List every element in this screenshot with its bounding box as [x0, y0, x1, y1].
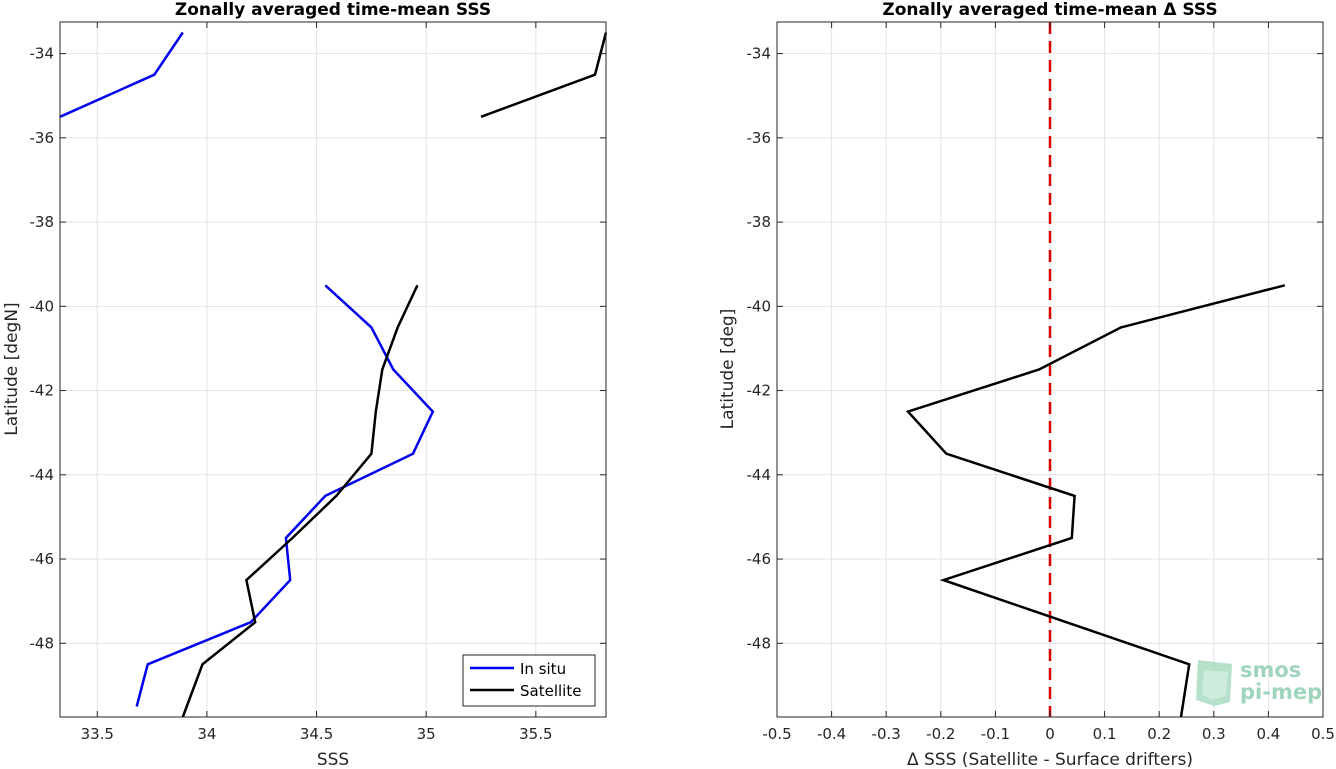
delta-x-axis-label: Δ SSS (Satellite - Surface drifters): [907, 750, 1193, 769]
sss-satellite-series-line: [181, 284, 419, 718]
sss-panel: 33.5 34 34.5 35 35.5 -48 -46 -44 -42 -40 -38 -36 -34…: [2, 0, 608, 769]
legend-box: [462, 654, 596, 707]
sss-y-tick-label: -40: [30, 297, 55, 315]
sss-y-axis-label: Latitude [degN]: [2, 302, 22, 435]
delta-x-tick-label: 0.4: [1256, 725, 1280, 743]
logo-wave-highlight: [1202, 670, 1228, 700]
sss-in-situ-series-line: [59, 31, 184, 118]
sss-x-tick-label: 34.5: [300, 725, 333, 743]
sss-axes-box: [59, 21, 607, 718]
sss-in-situ-series-line: [135, 284, 435, 707]
legend: In situ Satellite: [462, 654, 596, 707]
delta-y-tick-label: -40: [747, 297, 772, 315]
delta-y-tick-label: -36: [747, 129, 772, 147]
delta-x-tick-label: 0.1: [1093, 725, 1117, 743]
sss-x-tick-label: 34: [197, 725, 216, 743]
delta-x-tick-label: -0.3: [872, 725, 901, 743]
smos-pimep-logo: smos pi-mep: [1196, 658, 1322, 706]
sss-x-tick-label: 33.5: [81, 725, 114, 743]
sss-y-tick-label: -48: [30, 634, 55, 652]
sss-y-tick-label: -46: [30, 550, 55, 568]
logo-text-pimep: pi-mep: [1240, 680, 1322, 704]
logo-text-smos: smos: [1240, 658, 1301, 682]
sss-y-tick-label: -38: [30, 213, 55, 231]
legend-in-situ-label: In situ: [520, 660, 566, 678]
delta-x-tick-label: -0.2: [926, 725, 955, 743]
delta-delta-series-line: [905, 284, 1286, 718]
delta-y-tick-label: -46: [747, 550, 772, 568]
sss-y-tick-label: -44: [30, 466, 55, 484]
delta-y-tick-label: -44: [747, 466, 772, 484]
delta-x-tick-label: -0.5: [762, 725, 791, 743]
delta-x-tick-label: 0.5: [1311, 725, 1335, 743]
sss-x-axis-label: SSS: [317, 750, 349, 769]
delta-x-tick-label: 0.2: [1147, 725, 1171, 743]
sss-ticks: 33.5 34 34.5 35 35.5 -48 -46 -44 -42 -40 -38 -36 -34: [30, 22, 606, 743]
delta-x-tick-label: -0.4: [817, 725, 846, 743]
delta-x-tick-label: 0: [1045, 725, 1055, 743]
sss-x-tick-label: 35: [417, 725, 436, 743]
delta-ticks: -0.5 -0.4 -0.3 -0.2 -0.1 0 0.1 0.2 0.3 0.4 0.5 -48 -…: [747, 22, 1335, 743]
sss-y-tick-label: -36: [30, 129, 55, 147]
delta-x-tick-label: 0.3: [1202, 725, 1226, 743]
sss-grid: [60, 22, 606, 717]
sss-chart-title: Zonally averaged time-mean SSS: [175, 0, 491, 20]
legend-satellite-label: Satellite: [520, 682, 581, 700]
sss-satellite-series-line: [480, 32, 608, 118]
delta-x-tick-label: -0.1: [981, 725, 1010, 743]
delta-y-tick-label: -42: [747, 382, 772, 400]
sss-y-tick-label: -42: [30, 382, 55, 400]
sss-y-tick-label: -34: [30, 45, 55, 63]
delta-y-tick-label: -34: [747, 45, 772, 63]
delta-chart-title: Zonally averaged time-mean Δ SSS: [882, 0, 1217, 20]
delta-y-tick-label: -38: [747, 213, 772, 231]
delta-series: [905, 22, 1286, 718]
delta-sss-panel: -0.5 -0.4 -0.3 -0.2 -0.1 0 0.1 0.2 0.3 0.4 0.5 -48 -…: [718, 0, 1335, 769]
delta-y-axis-label: Latitude [deg]: [718, 309, 738, 430]
sss-series: [59, 31, 608, 718]
sss-x-tick-label: 35.5: [519, 725, 552, 743]
delta-y-tick-label: -48: [747, 634, 772, 652]
